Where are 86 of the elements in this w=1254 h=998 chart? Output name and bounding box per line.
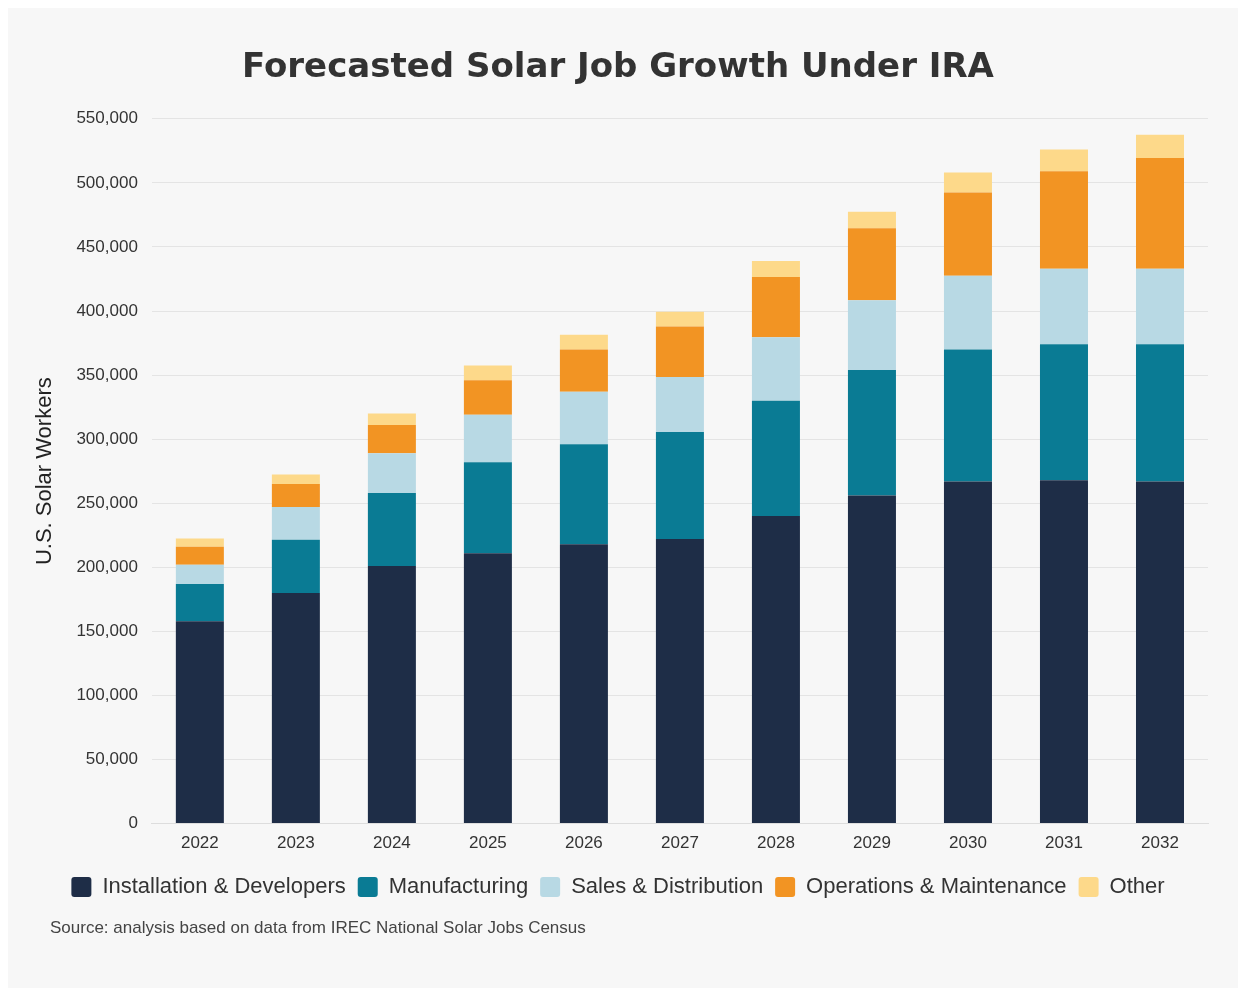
y-tick-label: 200,000 [76,557,138,576]
bar [175,538,224,547]
y-tick-label: 350,000 [76,364,138,384]
bar [175,564,224,584]
bar [1135,157,1184,269]
x-tick-label: 2023 [276,833,315,853]
legend-label: Sales & Distribution [571,873,764,899]
bar [463,414,512,463]
bar [175,583,224,622]
bar [847,369,896,496]
x-tick-label: 2025 [468,833,507,853]
x-tick-label: 2028 [757,833,795,853]
legend-label: Installation & Developers [102,873,346,899]
y-tick-label: 150,000 [76,621,138,641]
bar [463,380,512,415]
x-tick-label: 2029 [853,833,891,853]
bar [1039,149,1088,172]
y-tick-label: 450,000 [76,236,138,256]
bar [463,365,512,381]
bar [1039,171,1088,269]
x-tick-label: 2030 [949,833,987,853]
bar [655,311,704,327]
x-tick-label: 2031 [1045,833,1083,853]
y-tick-label: 50,000 [85,749,138,769]
bar [1039,344,1088,481]
bar [367,492,416,567]
bar [943,172,992,193]
bar [655,432,704,540]
y-tick-label: 300,000 [76,428,138,448]
bar [655,326,704,378]
x-tick-label: 2024 [372,833,411,853]
bar [1039,268,1088,345]
x-tick-label: 2032 [1141,833,1179,853]
bar [751,277,800,338]
bar [271,539,320,593]
bar [751,516,800,824]
legend-label: Manufacturing [388,873,529,899]
legend-label: Other [1109,873,1165,899]
bar [847,228,896,301]
y-tick-label: 250,000 [76,492,138,512]
bar [271,474,320,485]
x-tick-label: 2022 [180,833,219,853]
bar [559,334,608,350]
bar [1135,134,1184,158]
bar [559,544,608,824]
bar [271,484,320,508]
bar [1039,480,1088,824]
bar [847,211,896,229]
bar [1135,481,1184,824]
y-tick-label: 500,000 [76,172,138,192]
source-note: Source: analysis based on data from IREC National Solar Jobs Census [49,918,587,938]
y-tick-label: 550,000 [76,108,138,128]
legend-label: Operations & Maintenance [806,873,1067,899]
y-axis-title: U.S. Solar Workers [31,377,57,566]
bar [367,413,416,426]
bar [367,425,416,454]
bar [463,553,512,824]
bar [175,546,224,565]
bar [271,592,320,824]
y-tick-label: 400,000 [76,300,138,320]
bar [943,192,992,276]
bar [271,507,320,540]
chart-title: Forecasted Solar Job Growth Under IRA [242,45,995,86]
x-tick-label: 2026 [565,833,603,853]
bar [751,261,800,278]
bar [655,539,704,824]
y-tick-label: 0 [128,813,138,833]
bar [751,400,800,517]
bar [1135,344,1184,482]
bar [655,377,704,433]
bar [463,462,512,554]
bar [175,621,224,824]
bar [559,444,608,545]
bar [559,349,608,392]
bar [943,275,992,350]
bar [847,495,896,824]
y-tick-label: 100,000 [76,685,138,705]
bar [847,300,896,370]
bar [367,566,416,824]
bar [367,453,416,493]
bar [751,337,800,401]
bar [1135,268,1184,345]
x-tick-label: 2027 [661,833,699,853]
bar [559,391,608,445]
bar [943,481,992,824]
bar [943,349,992,482]
